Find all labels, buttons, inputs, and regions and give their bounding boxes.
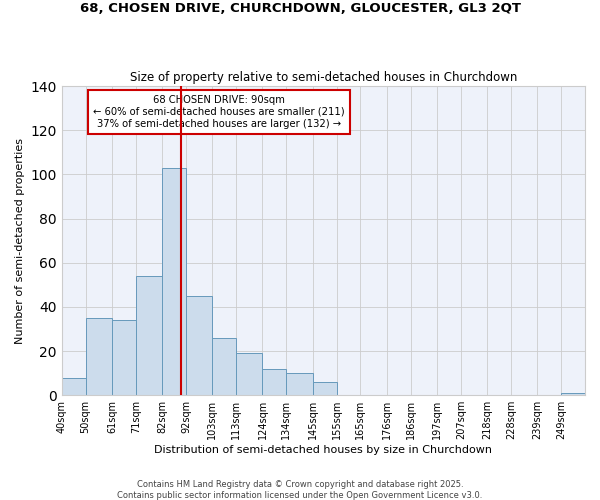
Bar: [186, 296, 212, 395]
Text: 68, CHOSEN DRIVE, CHURCHDOWN, GLOUCESTER, GL3 2QT: 68, CHOSEN DRIVE, CHURCHDOWN, GLOUCESTER…: [79, 2, 521, 16]
Bar: [286, 373, 313, 395]
Bar: [112, 320, 136, 395]
Bar: [236, 354, 262, 395]
Bar: [313, 382, 337, 395]
Bar: [262, 368, 286, 395]
Bar: [212, 338, 236, 395]
Text: 68 CHOSEN DRIVE: 90sqm
← 60% of semi-detached houses are smaller (211)
37% of se: 68 CHOSEN DRIVE: 90sqm ← 60% of semi-det…: [93, 96, 344, 128]
Bar: [136, 276, 162, 395]
Title: Size of property relative to semi-detached houses in Churchdown: Size of property relative to semi-detach…: [130, 70, 517, 84]
Bar: [162, 168, 186, 395]
Bar: [62, 378, 86, 395]
Text: Contains HM Land Registry data © Crown copyright and database right 2025.
Contai: Contains HM Land Registry data © Crown c…: [118, 480, 482, 500]
Bar: [561, 393, 585, 395]
X-axis label: Distribution of semi-detached houses by size in Churchdown: Distribution of semi-detached houses by …: [154, 445, 493, 455]
Bar: [86, 318, 112, 395]
Y-axis label: Number of semi-detached properties: Number of semi-detached properties: [15, 138, 25, 344]
